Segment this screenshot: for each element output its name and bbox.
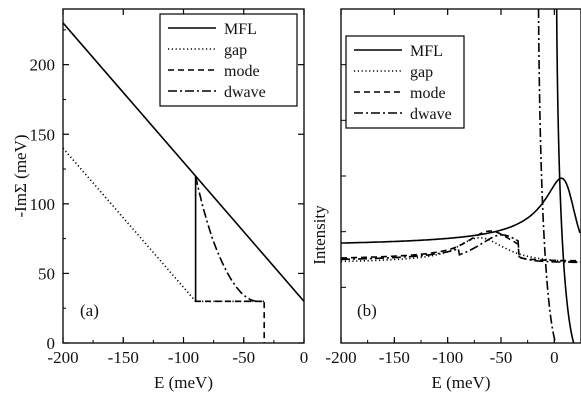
panel-a-ytick-label: 50 xyxy=(38,264,55,283)
panel-b-xtick-label: 0 xyxy=(550,348,559,367)
panel-b-series-MFL xyxy=(341,177,581,244)
panel-b-xtick-label: -100 xyxy=(432,348,463,367)
panel-a-xtick-label: -50 xyxy=(232,348,255,367)
panel-a-y-axis-label: -ImΣ (meV) xyxy=(11,134,30,217)
panel-b-legend-label-MFL: MFL xyxy=(410,43,443,60)
panel-a-legend-box xyxy=(159,13,298,107)
panel-b-legend-label-gap: gap xyxy=(410,64,433,81)
panel-b-series-mode xyxy=(341,230,580,262)
panel-b: -200 -150 -100 -50 0 E (meV) Intensity MFL gap mo… xyxy=(310,8,581,392)
panel-a-xtick-label: -200 xyxy=(47,348,78,367)
panel-b-mfl-peak xyxy=(555,8,575,344)
panel-a-xtick-label: 0 xyxy=(300,348,309,367)
panel-b-legend-label-mode: mode xyxy=(410,85,446,102)
panel-a-ytick-label: 100 xyxy=(30,195,56,214)
panel-b-xtick-label: -150 xyxy=(379,348,410,367)
panel-b-tag: (b) xyxy=(357,301,377,320)
panel-b-x-axis-label: E (meV) xyxy=(431,373,490,392)
panel-a-legend-label-mode: mode xyxy=(224,63,260,80)
panel-a-series-gap xyxy=(63,147,265,303)
panel-a-xtick-label: -100 xyxy=(168,348,199,367)
panel-b-dwave-peak xyxy=(537,8,557,344)
panel-a-legend-label-gap: gap xyxy=(224,42,247,59)
panel-a-xtick-label: -150 xyxy=(108,348,139,367)
panel-a-legend-label-MFL: MFL xyxy=(224,21,257,38)
panel-a-ytick-label: 200 xyxy=(30,56,56,75)
panel-a-series-mode xyxy=(194,176,265,343)
panel-a-ytick-label: 0 xyxy=(47,334,56,353)
panel-b-series-dwave xyxy=(341,234,580,264)
panel-b-xtick-label: -50 xyxy=(490,348,513,367)
panel-a-series-MFL xyxy=(63,22,304,302)
panel-a-ytick-label: 150 xyxy=(30,125,56,144)
panel-a: -200 -150 -100 -50 0 E (meV) 0 50 100 150 200 -ImΣ … xyxy=(11,8,309,392)
panel-b-legend-box xyxy=(345,35,465,129)
panel-a-legend-label-dwave: dwave xyxy=(224,84,266,101)
panel-b-legend-label-dwave: dwave xyxy=(410,106,452,123)
panel-a-x-axis-label: E (meV) xyxy=(154,373,213,392)
panel-b-xtick-label: -200 xyxy=(325,348,356,367)
panel-a-series-dwave xyxy=(194,175,265,303)
panel-a-tag: (a) xyxy=(80,301,99,320)
panel-b-y-axis-label: Intensity xyxy=(310,205,329,265)
